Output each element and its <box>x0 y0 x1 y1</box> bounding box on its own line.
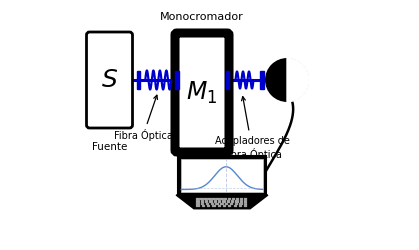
Bar <box>204 198 207 200</box>
Text: Acopladores de
Fibra Óptica: Acopladores de Fibra Óptica <box>215 96 290 160</box>
Bar <box>223 205 226 207</box>
Bar <box>239 202 243 205</box>
Bar <box>207 205 210 207</box>
Bar <box>240 198 243 200</box>
Bar <box>236 198 239 200</box>
Bar <box>244 198 247 200</box>
Circle shape <box>266 59 308 101</box>
Bar <box>244 202 247 205</box>
Bar <box>225 202 228 205</box>
Bar <box>215 202 219 205</box>
Text: Monocromador: Monocromador <box>160 12 244 22</box>
Bar <box>228 198 231 200</box>
Bar <box>231 200 234 202</box>
Bar <box>240 200 243 202</box>
Bar <box>217 205 221 207</box>
Bar <box>226 70 229 89</box>
FancyBboxPatch shape <box>175 33 229 152</box>
Bar <box>181 159 263 192</box>
Bar <box>205 200 208 202</box>
Bar <box>235 202 238 205</box>
Bar <box>197 205 199 207</box>
Bar <box>239 205 242 207</box>
Wedge shape <box>287 58 309 102</box>
Bar <box>208 198 212 200</box>
Text: $M_1$: $M_1$ <box>186 80 217 106</box>
Bar <box>228 205 231 207</box>
Bar <box>197 198 199 200</box>
Bar <box>235 200 239 202</box>
Text: Fibra Óptica: Fibra Óptica <box>114 95 173 141</box>
Bar <box>233 205 237 207</box>
Bar <box>197 200 199 202</box>
Bar <box>176 70 178 89</box>
Polygon shape <box>176 195 268 209</box>
Bar <box>137 70 140 89</box>
Text: Fuente: Fuente <box>92 142 127 152</box>
Bar <box>232 198 235 200</box>
Bar <box>202 205 205 207</box>
Bar <box>216 198 220 200</box>
Bar <box>227 200 230 202</box>
FancyBboxPatch shape <box>86 32 132 128</box>
Bar <box>230 202 233 205</box>
Bar <box>244 205 247 207</box>
Bar <box>212 205 215 207</box>
Bar <box>197 202 199 205</box>
Bar <box>214 200 217 202</box>
Bar <box>220 198 223 200</box>
Bar <box>244 200 247 202</box>
Bar <box>222 200 226 202</box>
Bar <box>206 202 209 205</box>
Bar <box>201 202 204 205</box>
Bar <box>200 198 204 200</box>
Bar <box>260 70 264 89</box>
Bar <box>211 202 214 205</box>
Bar <box>224 198 228 200</box>
Bar <box>210 200 212 202</box>
Bar <box>220 202 223 205</box>
Bar <box>218 200 221 202</box>
Bar <box>178 156 266 195</box>
Bar <box>212 198 215 200</box>
Text: $S$: $S$ <box>101 68 118 92</box>
Bar <box>201 200 204 202</box>
